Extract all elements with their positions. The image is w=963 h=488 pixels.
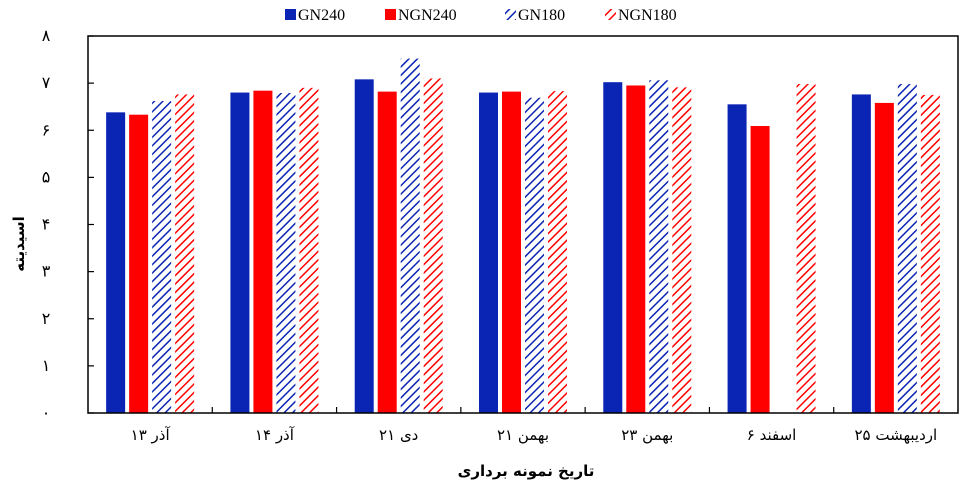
y-tick-label: ۸: [42, 26, 51, 45]
bar-ngn240-7: [874, 102, 894, 413]
bar-gn240-1: [106, 112, 126, 413]
x-category-label: ۲۳ بهمن: [621, 426, 673, 444]
x-axis-title: تاریخ نمونه برداری: [458, 462, 595, 480]
x-category-label: ۱۳ آذر: [131, 426, 171, 444]
bar-gn240-2: [230, 92, 250, 414]
legend-label-ngn180: NGN180: [618, 7, 677, 24]
y-axis-title: اسیدیته: [10, 216, 28, 272]
legend-label-gn180: GN180: [518, 7, 565, 24]
bar-gn240-7: [851, 94, 871, 413]
x-category-label: ۱۴ آذر: [255, 426, 295, 444]
x-category-label: ۶ اسفند: [747, 426, 797, 444]
y-tick-label: ۱: [42, 356, 51, 375]
legend-swatch-ngn240: [385, 9, 396, 20]
legend-swatch-ngn180: [605, 9, 616, 20]
y-tick-label: ۵: [42, 167, 51, 186]
bar-gn180-7: [897, 84, 917, 413]
bar-gn180-4: [525, 97, 544, 413]
bar-ngn180-7: [920, 94, 940, 413]
y-tick-label: ۲: [42, 309, 51, 328]
bar-gn180-3: [400, 58, 420, 414]
x-axis: ۱۳ آذر ۱۴ آذر ۲۱ دی ۲۱ بهمن ۲۳ بهمن ۶ اسفند ۲۵…: [131, 407, 937, 444]
y-tick-label: ۳: [42, 262, 51, 281]
bar-ngn180-5: [672, 87, 692, 414]
bar-ngn180-3: [423, 78, 443, 413]
bar-ngn240-3: [377, 91, 397, 414]
bar-gn240-4: [479, 92, 498, 414]
bar-gn180-1: [152, 101, 172, 413]
legend-label-ngn240: NGN240: [398, 7, 457, 24]
legend-label-gn240: GN240: [298, 7, 345, 24]
y-axis: ۰ ۱ ۲ ۳ ۴ ۵ ۶ ۷ ۸: [42, 26, 94, 422]
plot-area-frame: [87, 35, 959, 414]
bar-ngn240-5: [626, 85, 646, 413]
bar-gn240-6: [727, 104, 747, 414]
x-category-label: ۲۵ اردیبهشت: [854, 426, 937, 444]
legend-swatch-gn240: [285, 9, 296, 20]
bar-ngn180-6: [796, 84, 816, 413]
chart-legend: GN240 NGN240 GN180 NGN180: [285, 7, 677, 24]
bar-ngn180-1: [175, 94, 195, 413]
y-tick-label: ۴: [42, 215, 51, 234]
bar-ngn240-4: [502, 91, 521, 414]
bar-ngn180-2: [299, 87, 319, 414]
bar-gn180-5: [649, 80, 669, 414]
bar-gn240-5: [603, 82, 623, 414]
bar-ngn240-2: [253, 90, 273, 413]
bar-ngn180-4: [548, 91, 567, 413]
x-category-label: ۲۱ بهمن: [497, 426, 549, 444]
legend-swatch-gn180: [505, 9, 516, 20]
bar-ngn240-6: [750, 126, 770, 413]
x-category-label: ۲۱ دی: [379, 426, 418, 444]
bars-group: [106, 58, 940, 414]
bar-ngn240-1: [129, 114, 149, 413]
y-tick-label: ۰: [42, 403, 51, 422]
y-tick-label: ۶: [42, 120, 51, 139]
bar-gn240-3: [354, 79, 374, 413]
bar-gn180-2: [276, 93, 296, 414]
y-tick-label: ۷: [42, 73, 51, 92]
